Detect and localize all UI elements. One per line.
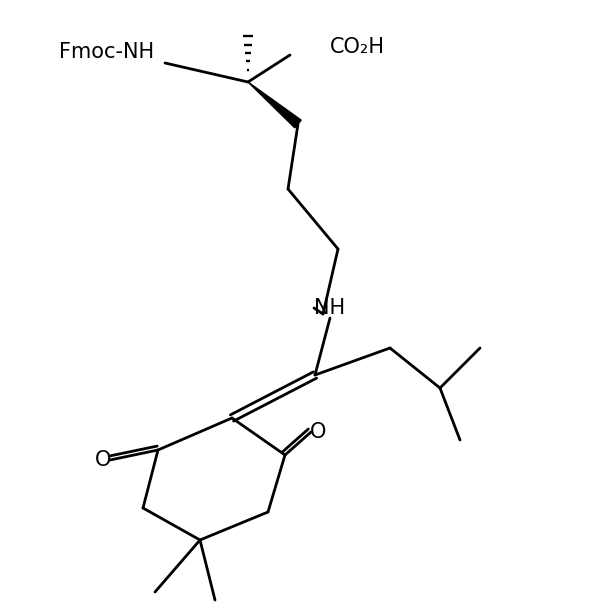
Polygon shape bbox=[248, 82, 301, 128]
Text: O: O bbox=[95, 450, 111, 470]
Text: CO₂H: CO₂H bbox=[330, 37, 385, 57]
Text: NH: NH bbox=[314, 298, 346, 318]
Text: O: O bbox=[310, 422, 326, 442]
Text: Fmoc-NH: Fmoc-NH bbox=[60, 42, 155, 62]
